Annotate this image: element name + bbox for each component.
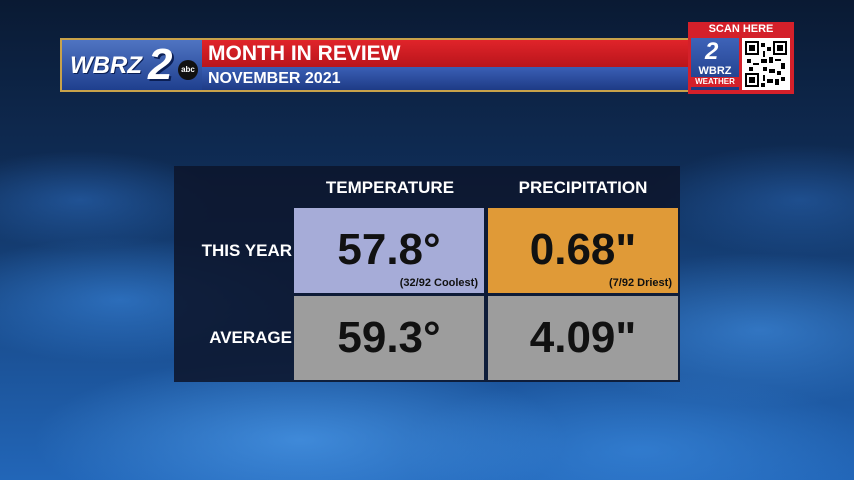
- weather-logo: 2 WBRZ WEATHER: [691, 38, 739, 90]
- weather-logo-number: 2: [705, 38, 719, 65]
- weather-logo-sub: WEATHER: [691, 77, 739, 87]
- this-year-precipitation-cell: 0.68" (7/92 Driest): [488, 208, 678, 293]
- station-logo: WBRZ 2 abc: [62, 40, 202, 90]
- this-year-precipitation-rank: (7/92 Driest): [609, 277, 672, 289]
- station-logo-number: 2: [148, 40, 173, 89]
- this-year-temperature-value: 57.8°: [337, 225, 441, 274]
- qr-code-graphic: [745, 41, 787, 87]
- abc-network-icon: abc: [178, 60, 198, 80]
- this-year-temperature-rank: (32/92 Coolest): [399, 277, 478, 289]
- weather-logo-text: WBRZ: [698, 65, 732, 77]
- page-subtitle: NOVEMBER 2021: [208, 70, 341, 87]
- column-header-temperature: TEMPERATURE: [325, 178, 455, 197]
- row-header-this-year: THIS YEAR: [201, 241, 292, 260]
- average-precipitation-value: 4.09": [529, 313, 637, 362]
- page-title: MONTH IN REVIEW: [208, 42, 401, 65]
- average-temperature-value: 59.3°: [337, 313, 441, 362]
- this-year-precipitation-value: 0.68": [529, 225, 637, 274]
- title-strip: [202, 40, 734, 67]
- scan-label: SCAN HERE: [708, 23, 774, 35]
- column-header-precipitation: PRECIPITATION: [518, 178, 648, 197]
- average-precipitation-cell: 4.09": [488, 296, 678, 380]
- this-year-temperature-cell: 57.8° (32/92 Coolest): [294, 208, 484, 293]
- qr-code-icon[interactable]: [742, 38, 790, 90]
- average-temperature-cell: 59.3°: [294, 296, 484, 380]
- row-header-average: AVERAGE: [209, 328, 292, 347]
- month-review-table: TEMPERATURE PRECIPITATION THIS YEAR AVER…: [174, 166, 680, 382]
- header-banner: WBRZ 2 abc MONTH IN REVIEW NOVEMBER 2021: [60, 38, 736, 92]
- subtitle-strip: [202, 67, 734, 90]
- station-logo-text: WBRZ: [70, 52, 142, 79]
- qr-widget[interactable]: SCAN HERE 2 WBRZ WEATHER: [688, 22, 794, 94]
